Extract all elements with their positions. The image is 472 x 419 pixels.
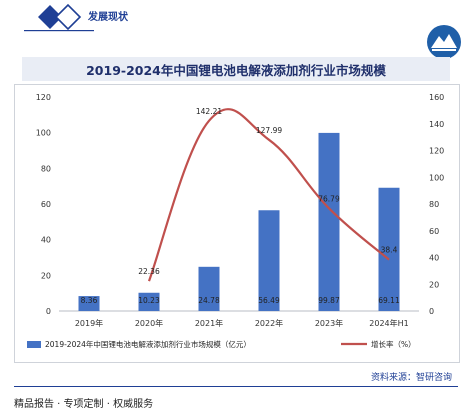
- y-left-tick-label: 40: [41, 236, 51, 245]
- chart-title: 2019-2024年中国锂电池电解液添加剂行业市场规模: [22, 57, 450, 81]
- bar-data-label: 24.78: [198, 296, 220, 305]
- line-data-label: 38.4: [381, 246, 398, 255]
- y-right-tick-label: 80: [429, 200, 439, 209]
- combo-chart: 0 20 40 60 80 100 120 0 20 40 60 80 100 120 140 160 2019…: [27, 93, 444, 349]
- y-left-tick-label: 80: [41, 164, 51, 173]
- chart-area: 0 20 40 60 80 100 120 0 20 40 60 80 100 120 140 160 2019…: [14, 84, 460, 363]
- section-label: 发展现状: [88, 12, 128, 23]
- y-right-tick-label: 160: [429, 93, 444, 102]
- bar: [138, 292, 160, 311]
- line-data-label: 127.99: [256, 126, 282, 135]
- y-left-tick-label: 100: [36, 129, 51, 138]
- bar-data-label: 56.49: [258, 296, 280, 305]
- bar: [378, 187, 400, 311]
- bar: [78, 296, 100, 311]
- y-left-tick-label: 20: [41, 271, 51, 280]
- bar-data-label: 69.11: [378, 296, 400, 305]
- x-tick-label: 2024年H1: [369, 318, 408, 328]
- footer-divider: [14, 386, 458, 387]
- footer-text: 精品报告 · 专项定制 · 权威服务: [14, 399, 154, 410]
- bar: [318, 132, 340, 311]
- x-tick-label: 2023年: [315, 318, 343, 328]
- bar-data-label: 10.23: [138, 296, 160, 305]
- x-tick-label: 2019年: [75, 318, 103, 328]
- line-data-label: 76.79: [318, 194, 340, 203]
- y-right-tick-label: 0: [429, 307, 434, 316]
- source-note: 资料来源：智研咨询: [370, 373, 452, 383]
- legend-bar-swatch: [27, 341, 41, 348]
- y-right-tick-label: 120: [429, 147, 444, 156]
- x-tick-label: 2020年: [135, 318, 163, 328]
- legend-bar-label: 2019-2024年中国锂电池电解液添加剂行业市场规模（亿元）: [45, 339, 251, 349]
- x-tick-label: 2022年: [255, 318, 283, 328]
- legend-line-label: 增长率（%）: [371, 339, 416, 349]
- diamond-logo-icon: [24, 3, 94, 32]
- bar-data-label: 8.36: [81, 296, 98, 305]
- bar: [198, 266, 220, 311]
- y-left-tick-label: 60: [41, 200, 51, 209]
- y-right-tick-label: 40: [429, 254, 439, 263]
- y-right-tick-label: 60: [429, 227, 439, 236]
- y-right-tick-label: 140: [429, 120, 444, 129]
- y-left-tick-label: 120: [36, 93, 51, 102]
- mountain-emblem-icon: [427, 25, 461, 59]
- page-header: 发展现状: [0, 0, 472, 34]
- x-tick-label: 2021年: [195, 318, 223, 328]
- growth-rate-line: [147, 108, 390, 282]
- line-data-label: 142.21: [196, 107, 222, 116]
- y-left-tick-label: 0: [46, 307, 51, 316]
- bar: [258, 210, 280, 311]
- line-data-label: 22.36: [138, 267, 160, 276]
- bar-data-label: 99.87: [318, 296, 340, 305]
- y-right-tick-label: 20: [429, 280, 439, 289]
- y-right-tick-label: 100: [429, 173, 444, 182]
